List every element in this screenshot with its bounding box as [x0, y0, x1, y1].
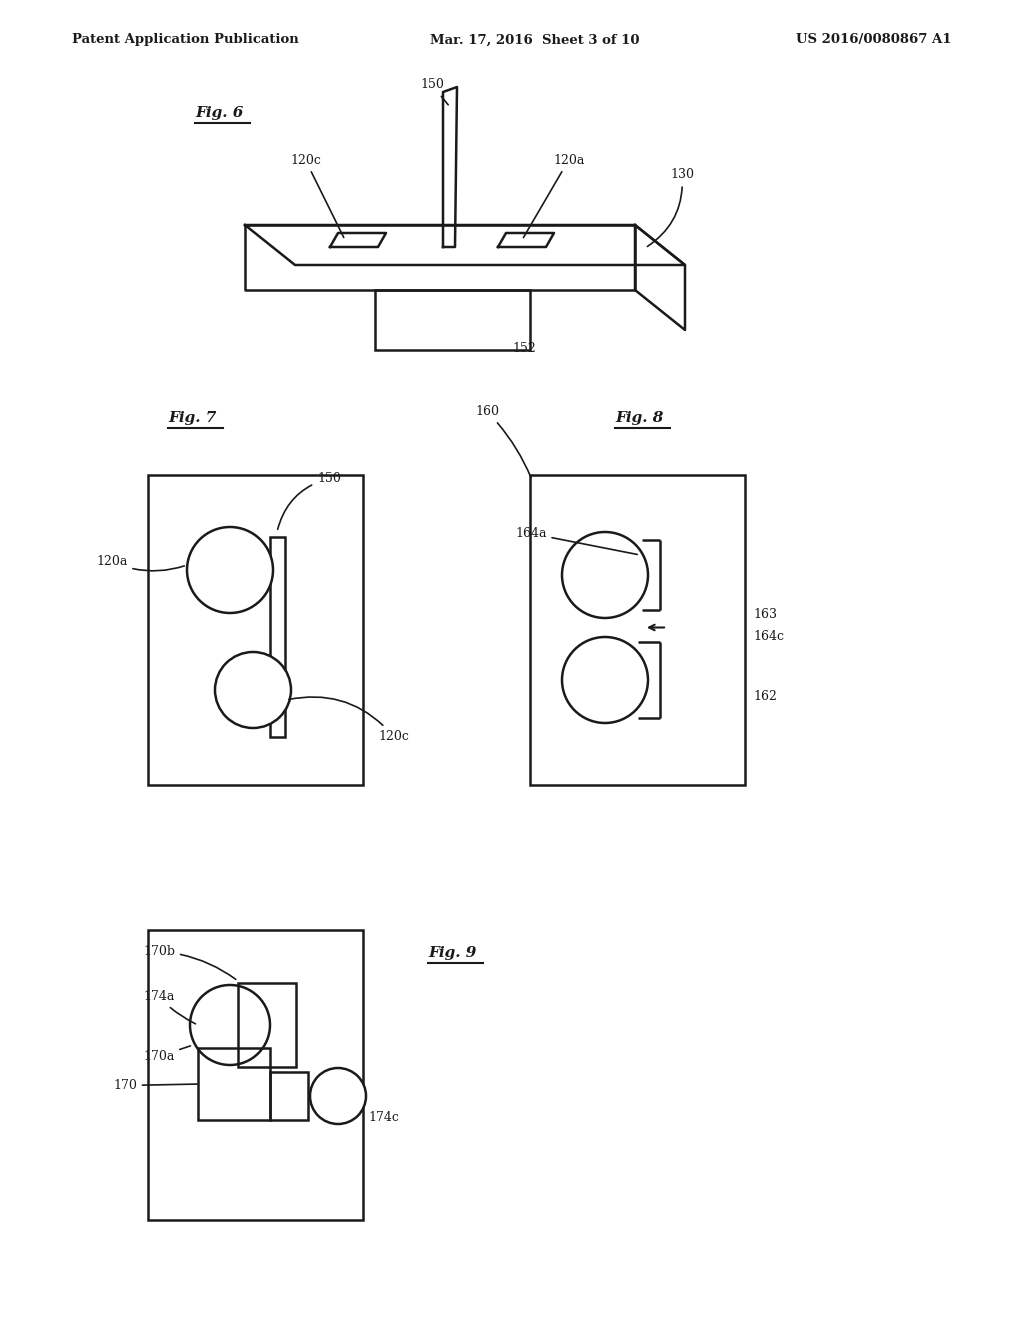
Text: 130: 130 — [647, 169, 694, 247]
Text: 170b: 170b — [143, 945, 236, 979]
Text: 174a: 174a — [143, 990, 196, 1024]
Text: 170: 170 — [113, 1078, 198, 1092]
Text: Fig. 9: Fig. 9 — [428, 946, 476, 960]
Circle shape — [562, 532, 648, 618]
Text: 152: 152 — [512, 342, 536, 355]
Text: 164a: 164a — [515, 527, 637, 554]
Text: 163: 163 — [753, 607, 777, 620]
Bar — [238, 983, 296, 1067]
Bar — [270, 1072, 308, 1119]
Circle shape — [190, 985, 270, 1065]
Text: 170a: 170a — [143, 1045, 190, 1063]
Text: 160: 160 — [475, 405, 531, 478]
Text: 120a: 120a — [96, 554, 184, 570]
Bar — [270, 537, 285, 737]
Text: Fig. 8: Fig. 8 — [615, 411, 664, 425]
Circle shape — [562, 638, 648, 723]
Text: US 2016/0080867 A1: US 2016/0080867 A1 — [797, 33, 952, 46]
Text: 174c: 174c — [362, 1107, 399, 1125]
Text: 120c: 120c — [290, 153, 344, 238]
Text: Fig. 7: Fig. 7 — [168, 411, 216, 425]
Bar — [530, 475, 745, 785]
Circle shape — [310, 1068, 366, 1125]
Text: 120a: 120a — [523, 153, 585, 238]
Text: 120c: 120c — [289, 697, 409, 743]
Text: 162: 162 — [753, 690, 777, 704]
Text: Patent Application Publication: Patent Application Publication — [72, 33, 299, 46]
Text: 150: 150 — [278, 473, 341, 529]
Bar — [198, 1048, 270, 1119]
Text: Mar. 17, 2016  Sheet 3 of 10: Mar. 17, 2016 Sheet 3 of 10 — [430, 33, 640, 46]
Text: 164c: 164c — [753, 630, 784, 643]
Bar — [148, 475, 362, 785]
Bar — [148, 931, 362, 1220]
Text: Fig. 6: Fig. 6 — [195, 106, 244, 120]
Circle shape — [215, 652, 291, 729]
Bar — [375, 290, 530, 350]
Text: 150: 150 — [420, 78, 449, 104]
Circle shape — [187, 527, 273, 612]
